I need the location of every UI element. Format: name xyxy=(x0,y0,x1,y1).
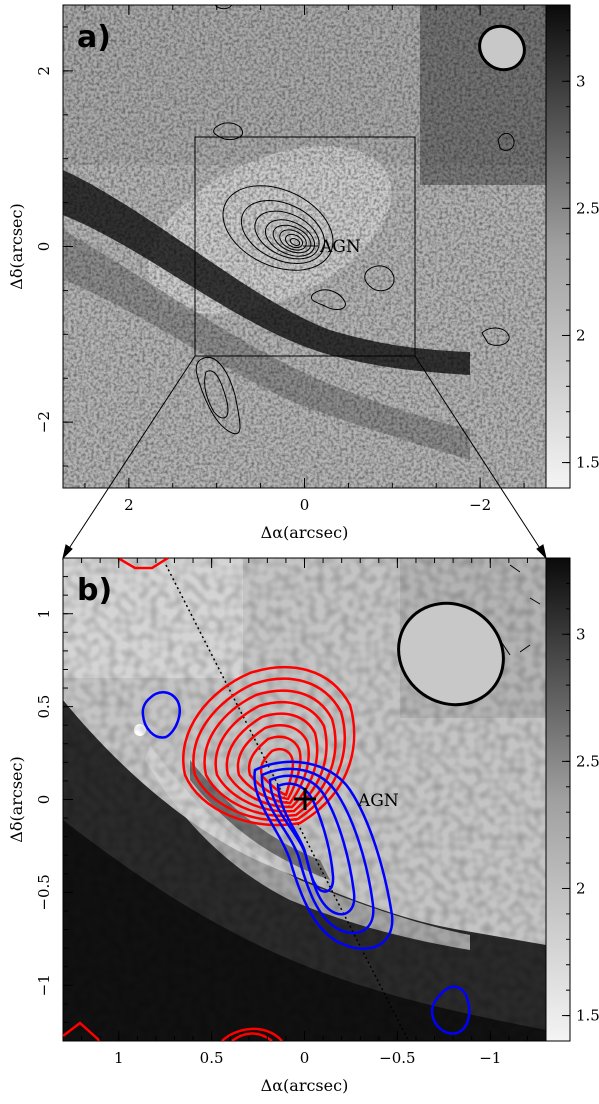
y-tick-label-a: −2 xyxy=(35,411,53,433)
agn-marker xyxy=(294,788,316,810)
panel-a-axes: 2 0 −2 2 0 −2 Δα(arcsec) Δδ(arcsec) xyxy=(7,5,525,542)
colorbar-tick-label-b: 2.5 xyxy=(576,752,599,770)
y-tick-label-a: 2 xyxy=(35,66,53,76)
y-tick-label-b: 1 xyxy=(35,609,53,619)
zoom-box xyxy=(194,136,416,357)
x-tick-label-b: 1 xyxy=(114,1049,124,1067)
x-tick-label-a: −2 xyxy=(469,496,491,514)
colorbar-tick-label-a: 3 xyxy=(576,72,586,90)
panel-b-label: b) xyxy=(77,573,112,608)
colorbar-tick-label-b: 1.5 xyxy=(576,1007,599,1025)
colorbar-tick-label-a: 1.5 xyxy=(576,454,599,472)
panel-a: AGN a) 2 0 −2 2 0 −2 Δα(arcsec) Δδ(arcsec) 3 2.5… xyxy=(7,4,599,542)
y-tick-label-b: 0.5 xyxy=(35,695,53,719)
beam-ellipse-b xyxy=(397,601,505,707)
x-tick-label-b: 0.5 xyxy=(200,1049,224,1067)
x-tick-label-a: 0 xyxy=(300,496,310,514)
zoom-arrowhead-right xyxy=(536,544,547,560)
colorbar-tick-label-a: 2 xyxy=(576,326,586,344)
blue-contours xyxy=(141,691,471,1035)
x-tick-label-a: 2 xyxy=(124,496,134,514)
zoom-arrows xyxy=(62,355,547,560)
colorbar-b: 3 2.5 2 1.5 xyxy=(545,557,599,1042)
colorbar-b-ticks: 3 2.5 2 1.5 xyxy=(562,557,599,1042)
x-tick-label-b: −0.5 xyxy=(379,1049,415,1067)
panel-b-axes: 1 0.5 0 −0.5 −1 1 0.5 0 −0.5 −1 Δα(arcsec) Δδ(arcse… xyxy=(7,557,547,1095)
colorbar-tick-label-b: 2 xyxy=(576,879,586,897)
x-tick-label-b: −1 xyxy=(479,1049,501,1067)
panel-a-label: a) xyxy=(77,20,111,55)
y-tick-label-b: 0 xyxy=(35,795,53,805)
colorbar-b-gradient xyxy=(545,557,571,1042)
panel-b-thin-contour xyxy=(499,564,541,656)
beam-ellipse-a xyxy=(478,24,526,72)
colorbar-tick-label-b: 3 xyxy=(576,625,586,643)
panel-b: AGN b) 1 0.5 0 −0.5 −1 1 0.5 0 −0.5 −1 Δα(arcsec) Δ… xyxy=(7,557,599,1095)
y-tick-label-a: 0 xyxy=(35,242,53,252)
y-tick-label-b: −1 xyxy=(35,974,53,996)
colorbar-tick-label-a: 2.5 xyxy=(576,199,599,217)
y-axis-title-a: Δδ(arcsec) xyxy=(7,203,26,289)
zoom-arrow-left xyxy=(65,355,196,554)
y-tick-label-b: −0.5 xyxy=(35,874,53,910)
agn-label-a: AGN xyxy=(319,237,361,257)
zoom-arrow-right xyxy=(414,355,544,554)
x-axis-title-a: Δα(arcsec) xyxy=(261,523,349,542)
x-tick-label-b: 0 xyxy=(300,1049,310,1067)
y-axis-title-b: Δδ(arcsec) xyxy=(7,756,26,842)
colorbar-a-gradient xyxy=(545,4,571,489)
agn-label-b: AGN xyxy=(357,791,399,811)
zoom-arrowhead-left xyxy=(62,544,73,560)
colorbar-a: 3 2.5 2 1.5 xyxy=(545,4,599,489)
colorbar-a-ticks: 3 2.5 2 1.5 xyxy=(562,4,599,489)
x-axis-title-b: Δα(arcsec) xyxy=(261,1076,349,1095)
